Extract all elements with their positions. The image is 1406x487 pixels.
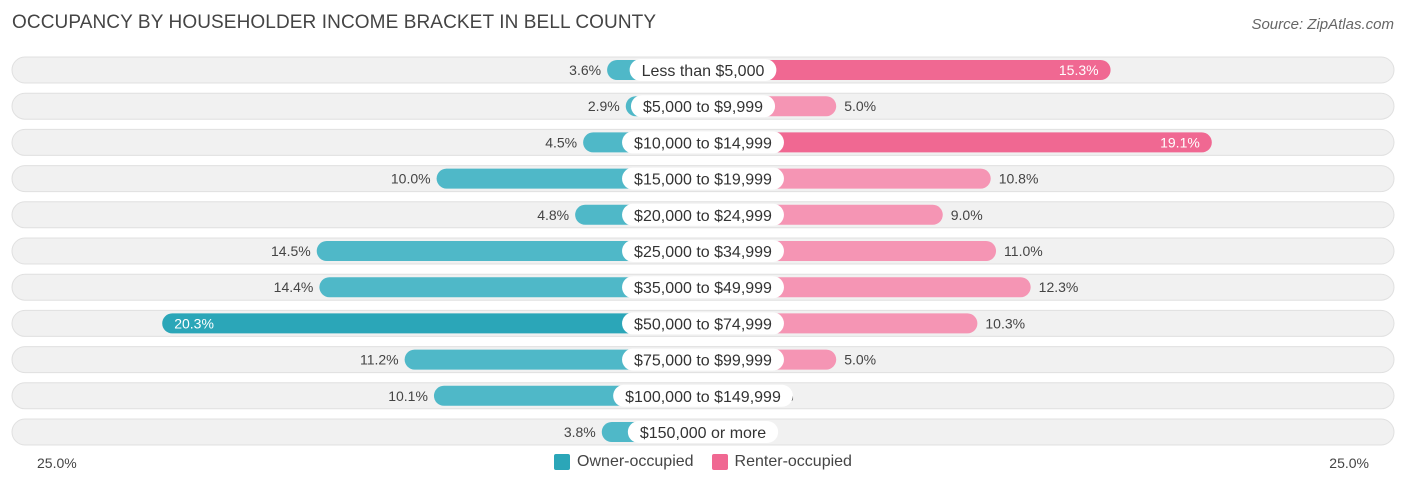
legend-item-owner[interactable]: Owner-occupied [554,453,694,471]
bar-owner-value: 3.8% [564,424,596,440]
bar-renter-value: 15.3% [1059,62,1099,78]
category-label: $10,000 to $14,999 [634,135,772,152]
legend-label-renter: Renter-occupied [734,453,852,470]
legend-swatch-owner [554,454,571,470]
category-label: $35,000 to $49,999 [634,280,772,297]
legend: Owner-occupied Renter-occupied [0,453,1406,471]
category-pill [622,276,784,299]
axis-left-label: 25.0% [37,455,77,471]
category-pill [622,240,784,262]
category-label: $20,000 to $24,999 [634,208,772,225]
bar-owner-value: 10.0% [391,171,431,187]
bar-renter-value: 11.0% [1004,243,1043,259]
legend-item-renter[interactable]: Renter-occupied [711,453,852,471]
bar-renter-value: 9.0% [951,207,983,223]
bar-renter [693,60,1111,80]
category-pill [622,203,784,226]
bar-renter-value: 5.0% [844,352,876,368]
bar-owner [319,277,713,298]
legend-swatch-renter [711,454,728,470]
bar-owner-value: 4.8% [537,207,569,223]
category-pill [622,131,784,154]
bar-renter-value: 12.3% [1039,279,1079,295]
bar-owner-value: 2.9% [588,98,620,114]
bar-owner-value: 20.3% [174,315,214,331]
category-label: Less than $5,000 [642,63,765,80]
bar-owner-value: 10.1% [388,388,428,404]
category-pill [622,312,784,335]
bar-renter-value: 10.3% [985,315,1025,331]
source-credit: Source: ZipAtlas.com [1251,16,1394,33]
category-label: $150,000 or more [640,425,766,442]
bar-owner-value: 14.5% [271,243,311,259]
category-pill [629,59,777,81]
category-label: $75,000 to $99,999 [634,353,772,370]
category-label: $100,000 to $149,999 [625,389,781,406]
category-label: $15,000 to $19,999 [634,172,772,189]
category-label: $50,000 to $74,999 [634,316,772,333]
bar-owner-value: 4.5% [545,134,577,150]
category-pill [622,167,784,190]
category-pill [622,348,784,371]
chart-title: OCCUPANCY BY HOUSEHOLDER INCOME BRACKET … [12,12,657,33]
bar-owner-value: 3.6% [569,62,601,78]
bar-owner-value: 11.2% [360,352,399,368]
legend-label-owner: Owner-occupied [577,453,694,470]
category-label: $25,000 to $34,999 [634,244,772,261]
category-pill [613,384,793,407]
bar-renter-value: 19.1% [1160,134,1200,150]
category-pill [630,95,776,118]
category-label: $5,000 to $9,999 [643,99,763,116]
bar-renter-value: 5.0% [844,98,876,114]
bar-renter-value: 10.8% [999,171,1039,187]
bar-renter [693,132,1212,153]
bar-owner [162,313,713,334]
bar-owner [316,241,713,261]
bar-owner-value: 14.4% [274,279,314,295]
category-pill [627,421,779,443]
axis-right-label: 25.0% [1329,455,1369,471]
